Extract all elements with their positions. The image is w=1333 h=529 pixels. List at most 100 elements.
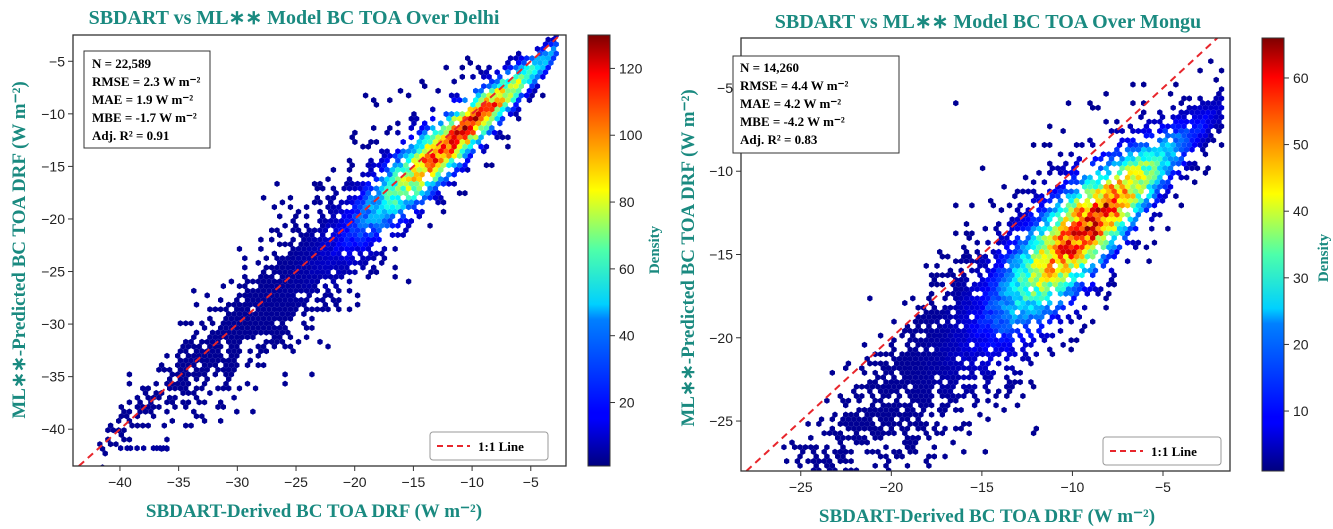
hexbin-cell (1001, 295, 1007, 302)
hexbin-cell (1082, 220, 1088, 228)
hexbin-cell (1036, 169, 1042, 176)
hexbin-cell (121, 427, 127, 434)
hexbin-cell (1041, 179, 1048, 186)
hexbin-cell (923, 309, 929, 316)
hexbin-cell (1106, 179, 1112, 186)
hexbin-cell (279, 338, 286, 345)
hexbin-cell (1055, 276, 1061, 283)
hexbin-cell (1157, 211, 1163, 218)
hexbin-cell (1103, 165, 1109, 172)
hexbin-cell (853, 383, 860, 390)
hexbin-cell (1149, 225, 1155, 232)
hexbin-cell (389, 231, 396, 239)
hexbin-cell (1068, 318, 1074, 325)
hexbin-cell (118, 403, 124, 411)
hexbin-cell (824, 397, 830, 404)
hexbin-cell (389, 222, 396, 229)
hexbin-cell (1030, 299, 1037, 307)
hexbin-cell (266, 315, 272, 322)
hexbin-cell (242, 283, 248, 290)
hexbin-cell (540, 73, 546, 80)
hexbin-cell (438, 148, 444, 155)
hexbin-cell (392, 152, 398, 159)
hexbin-cell (446, 115, 452, 122)
stat-rmse: RMSE = 2.3 W m⁻² (92, 74, 200, 89)
hexbin-cell (953, 258, 959, 265)
hexbin-cell (1184, 146, 1190, 153)
hexbin-cell (360, 143, 366, 150)
hexbin-cell (314, 287, 320, 294)
hexbin-cell (499, 115, 506, 122)
hexbin-cell (1049, 230, 1056, 237)
hexbin-cell (443, 64, 449, 71)
hexbin-cell (473, 115, 479, 122)
hexbin-cell (497, 120, 503, 127)
hexbin-cell (894, 388, 900, 395)
hexbin-cell (405, 278, 412, 285)
hexbin-cell (247, 320, 253, 327)
hexbin-cell (352, 185, 358, 192)
hexbin-cell (344, 180, 350, 187)
hexbin-cell (1208, 123, 1214, 130)
hexbin-cell (236, 348, 243, 355)
hexbin-cell (1189, 127, 1195, 135)
hexbin-cell (266, 278, 272, 285)
hexbin-cell (360, 245, 366, 252)
hexbin-cell (400, 138, 406, 146)
hexbin-cell (1197, 114, 1203, 121)
hexbin-cell (856, 425, 862, 432)
hexbin-cell (958, 286, 964, 293)
hexbin-cell (279, 301, 286, 308)
hexbin-cell (470, 120, 476, 127)
hexbin-cell (1076, 155, 1082, 162)
hexbin-cell (1057, 151, 1064, 158)
hexbin-cell (1167, 183, 1174, 190)
hexbin-cell (953, 406, 959, 414)
hexbin-cell (287, 343, 294, 350)
hexbin-cell (349, 162, 355, 169)
hexbin-cell (376, 199, 382, 206)
hexbin-cell (516, 59, 522, 66)
hexbin-cell (1197, 123, 1203, 130)
hexbin-cell (1055, 220, 1061, 228)
hexbin-cell (969, 332, 975, 339)
hexbin-cell (478, 115, 484, 122)
hexbin-cell (338, 245, 345, 252)
hexbin-cell (998, 281, 1005, 288)
hexbin-cell (400, 185, 406, 192)
hexbin-cell (368, 250, 374, 257)
hexbin-cell (1205, 165, 1211, 172)
hexbin-cell (896, 383, 903, 390)
hexbin-cell (400, 231, 406, 239)
hexbin-cell (220, 403, 226, 411)
hexbin-cell (1063, 253, 1069, 260)
stat-rmse: RMSE = 4.4 W m⁻² (740, 78, 848, 93)
hexbin-cell (1111, 188, 1117, 195)
hexbin-cell (961, 355, 967, 362)
hexbin-cell (977, 299, 983, 307)
hexbin-cell (360, 264, 366, 271)
hexbin-cell (328, 217, 334, 225)
hexbin-cell (553, 41, 559, 48)
hexbin-cell (1159, 114, 1166, 121)
hexbin-cell (1151, 211, 1158, 218)
hexbin-cell (1090, 244, 1096, 251)
hexbin-cell (387, 152, 393, 159)
hexbin-cell (1092, 183, 1099, 190)
hexbin-cell (1073, 207, 1080, 214)
x-tick-label: −15 (402, 474, 426, 490)
hexbin-cell (1082, 267, 1088, 274)
hexbin-cell (287, 287, 294, 294)
hexbin-cell (805, 420, 811, 427)
hexbin-cell (910, 351, 916, 358)
hexbin-cell (277, 259, 283, 266)
legend-label: 1:1 Line (478, 439, 524, 454)
hexbin-cell (236, 329, 243, 336)
hexbin-cell (446, 143, 452, 150)
hexbin-cell (140, 385, 146, 392)
hexbin-cell (269, 264, 275, 271)
hexbin-cell (341, 231, 347, 239)
hexbin-cell (920, 360, 927, 367)
hexbin-cell (859, 420, 865, 427)
hexbin-cell (279, 273, 286, 280)
